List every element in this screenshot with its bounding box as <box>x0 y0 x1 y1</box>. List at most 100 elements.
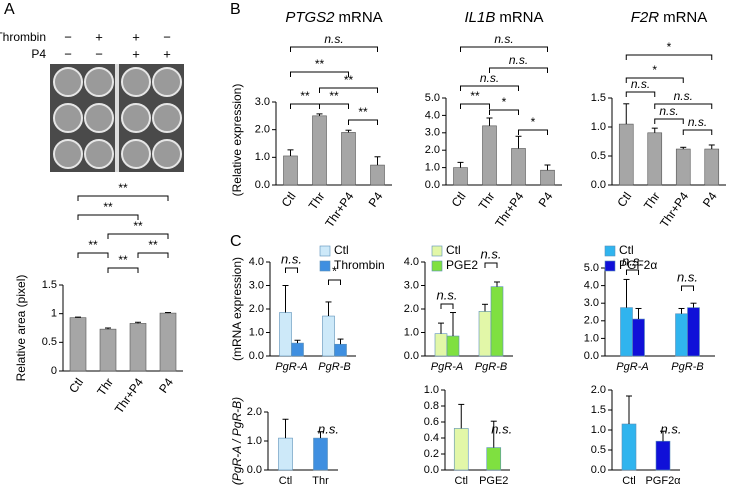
y-tick-label: 1.0 <box>425 162 440 174</box>
significance-label: ** <box>315 57 325 71</box>
y-tick-label: 1.0 <box>247 435 262 447</box>
significance-label: ** <box>329 89 339 103</box>
significance-bracket <box>489 109 519 115</box>
well-plate-photo <box>50 64 184 172</box>
significance-label: ** <box>118 181 128 195</box>
bar <box>453 167 468 186</box>
x-tick-label: Ctl <box>279 475 292 487</box>
y-tick-label: 1.5 <box>42 279 57 291</box>
y-tick-label: 0.0 <box>425 179 440 191</box>
legend-label: PGF2α <box>619 258 657 272</box>
y-axis-label: (mRNA expression) <box>230 257 244 361</box>
y-tick-label: 4.0 <box>404 256 419 268</box>
x-tick-label: P4 <box>700 189 720 209</box>
significance-bracket <box>460 46 548 52</box>
y-tick-label: 3.0 <box>249 279 264 291</box>
y-tick-label: 0.6 <box>424 416 439 428</box>
x-tick-label: PgR-A <box>275 361 307 373</box>
bar <box>486 447 502 471</box>
x-tick-label: Ctl <box>614 190 634 210</box>
y-tick-label: 0.5 <box>591 150 606 162</box>
x-tick-label: Ctl <box>449 190 469 210</box>
bar <box>279 312 292 357</box>
significance-bracket <box>137 252 169 258</box>
condition-label: P4 <box>31 47 46 61</box>
significance-label: n.s. <box>659 104 678 118</box>
significance-bracket <box>77 214 139 220</box>
bar <box>618 123 634 186</box>
x-tick-label: Ctl <box>455 475 468 487</box>
title-text: mRNA <box>339 9 383 26</box>
significance-label: n.s. <box>491 421 512 436</box>
significance-bracket <box>107 233 169 239</box>
legend-swatch <box>604 260 616 272</box>
x-tick-label: PgR-B <box>318 361 350 373</box>
significance-bracket <box>77 252 109 258</box>
y-tick-label: 0.0 <box>247 464 262 476</box>
y-tick-label: 5.0 <box>425 92 440 104</box>
condition-sign: + <box>132 29 140 44</box>
significance-label: n.s. <box>661 421 682 436</box>
condition-sign: + <box>95 29 103 44</box>
title-gene: PTGS2 <box>285 9 335 26</box>
legend-swatch <box>431 245 443 257</box>
bar <box>283 155 298 186</box>
significance-bracket <box>107 267 139 273</box>
y-tick-label: 0.0 <box>249 350 264 362</box>
significance-bracket <box>290 103 320 109</box>
significance-label: n.s. <box>631 77 650 91</box>
chart: 0.0 0.2 0.4 0.6 0.8 1.0 Ctl PGE2 n.s. <box>424 384 513 487</box>
bar <box>704 148 720 186</box>
title-text: mRNA <box>663 9 707 26</box>
y-tick-label: 3.0 <box>404 279 419 291</box>
significance-bracket <box>328 279 341 285</box>
chart: 0.0 1.0 2.0 3.0 4.0 (mRNA expression) PgR-A PgR… <box>230 243 385 373</box>
y-tick-label: 3.0 <box>584 297 599 309</box>
y-tick-label: 0 <box>51 365 57 377</box>
bar <box>159 312 177 372</box>
y-tick-label: 0.4 <box>424 432 439 444</box>
y-axis-label: Relative area (pixel) <box>14 275 28 382</box>
chart-title: F2R mRNA <box>631 9 708 26</box>
significance-label: ** <box>148 238 158 252</box>
x-tick-label: P4 <box>366 189 386 209</box>
significance-label: ** <box>358 105 368 119</box>
x-tick-label: PgR-B <box>671 361 703 373</box>
y-tick-label: 0.0 <box>591 179 606 191</box>
chart-title: IL1B mRNA <box>464 9 543 26</box>
significance-bracket <box>625 77 684 83</box>
x-tick-label: PgR-A <box>431 361 463 373</box>
significance-label: n.s. <box>324 32 343 46</box>
legend-label: Ctl <box>619 243 634 257</box>
significance-label: n.s. <box>622 253 643 268</box>
significance-bracket <box>682 129 713 135</box>
x-tick-label: Thr+P4 <box>492 189 526 230</box>
significance-bracket <box>518 129 548 135</box>
significance-label: ** <box>103 200 113 214</box>
title-text: mRNA <box>499 9 543 26</box>
significance-bracket <box>489 67 548 73</box>
significance-bracket <box>625 54 713 60</box>
bar <box>446 335 460 357</box>
y-tick-label: 4.0 <box>425 109 440 121</box>
significance-bracket <box>290 71 349 77</box>
y-tick-label: 2.0 <box>247 406 262 418</box>
x-tick-label: Ctl <box>622 475 635 487</box>
bar <box>341 132 356 186</box>
bar <box>69 317 87 372</box>
x-tick-label: Thr+P4 <box>322 189 356 230</box>
x-tick-label: PgR-A <box>616 361 648 373</box>
bar <box>370 164 385 186</box>
y-tick-label: 5.0 <box>584 262 599 274</box>
bar <box>129 323 147 372</box>
y-axis-label: (Relative expression) <box>230 84 244 197</box>
significance-bracket <box>440 303 454 309</box>
legend-label: Ctl <box>446 243 461 257</box>
significance-label: n.s. <box>509 53 528 67</box>
significance-label: n.s. <box>480 71 499 85</box>
y-tick-label: 2.0 <box>584 315 599 327</box>
x-tick-label: P4 <box>536 189 556 209</box>
significance-bracket <box>484 262 498 268</box>
bar <box>490 286 504 357</box>
